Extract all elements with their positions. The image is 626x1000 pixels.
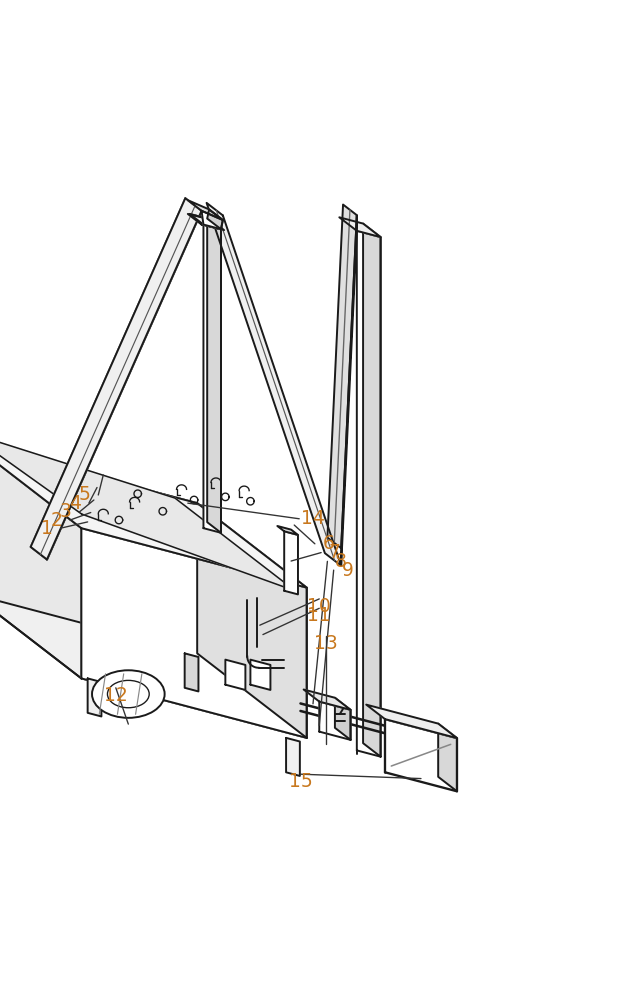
Text: 15: 15: [289, 772, 312, 791]
Polygon shape: [319, 702, 351, 740]
Text: 9: 9: [342, 561, 353, 580]
Text: 14: 14: [301, 509, 325, 528]
Polygon shape: [438, 724, 457, 791]
Polygon shape: [88, 678, 101, 716]
Polygon shape: [0, 444, 197, 653]
Polygon shape: [207, 203, 341, 566]
Polygon shape: [341, 215, 357, 566]
Text: 3: 3: [60, 502, 71, 521]
Text: 6: 6: [323, 534, 334, 553]
Polygon shape: [286, 738, 300, 776]
Polygon shape: [250, 660, 270, 690]
Polygon shape: [197, 503, 307, 738]
Polygon shape: [202, 211, 223, 229]
Polygon shape: [327, 205, 357, 548]
Text: 8: 8: [336, 552, 347, 571]
Polygon shape: [203, 225, 221, 533]
Polygon shape: [0, 432, 295, 591]
Ellipse shape: [92, 670, 165, 718]
Polygon shape: [284, 531, 298, 594]
Text: 12: 12: [104, 686, 128, 705]
Polygon shape: [385, 719, 457, 791]
Text: 13: 13: [314, 634, 337, 653]
Polygon shape: [277, 526, 298, 535]
Text: 11: 11: [307, 606, 331, 625]
Polygon shape: [190, 214, 221, 229]
Polygon shape: [207, 219, 221, 533]
Polygon shape: [335, 698, 351, 740]
Text: 7: 7: [329, 543, 341, 562]
Polygon shape: [0, 444, 81, 678]
Polygon shape: [0, 225, 224, 813]
Polygon shape: [188, 200, 223, 220]
Text: 10: 10: [307, 597, 331, 616]
Polygon shape: [81, 528, 307, 738]
Polygon shape: [366, 705, 457, 738]
Polygon shape: [339, 217, 381, 237]
Text: 2: 2: [51, 511, 62, 530]
Polygon shape: [304, 689, 351, 710]
Text: 1: 1: [41, 519, 53, 538]
Text: 5: 5: [79, 485, 90, 504]
Text: 4: 4: [69, 494, 81, 513]
Polygon shape: [0, 444, 307, 588]
Polygon shape: [190, 214, 221, 229]
Polygon shape: [31, 198, 202, 559]
Polygon shape: [188, 214, 224, 230]
Polygon shape: [357, 231, 381, 757]
Polygon shape: [225, 660, 245, 690]
Polygon shape: [363, 224, 381, 757]
Polygon shape: [185, 653, 198, 691]
Polygon shape: [207, 209, 223, 229]
Polygon shape: [0, 594, 307, 738]
